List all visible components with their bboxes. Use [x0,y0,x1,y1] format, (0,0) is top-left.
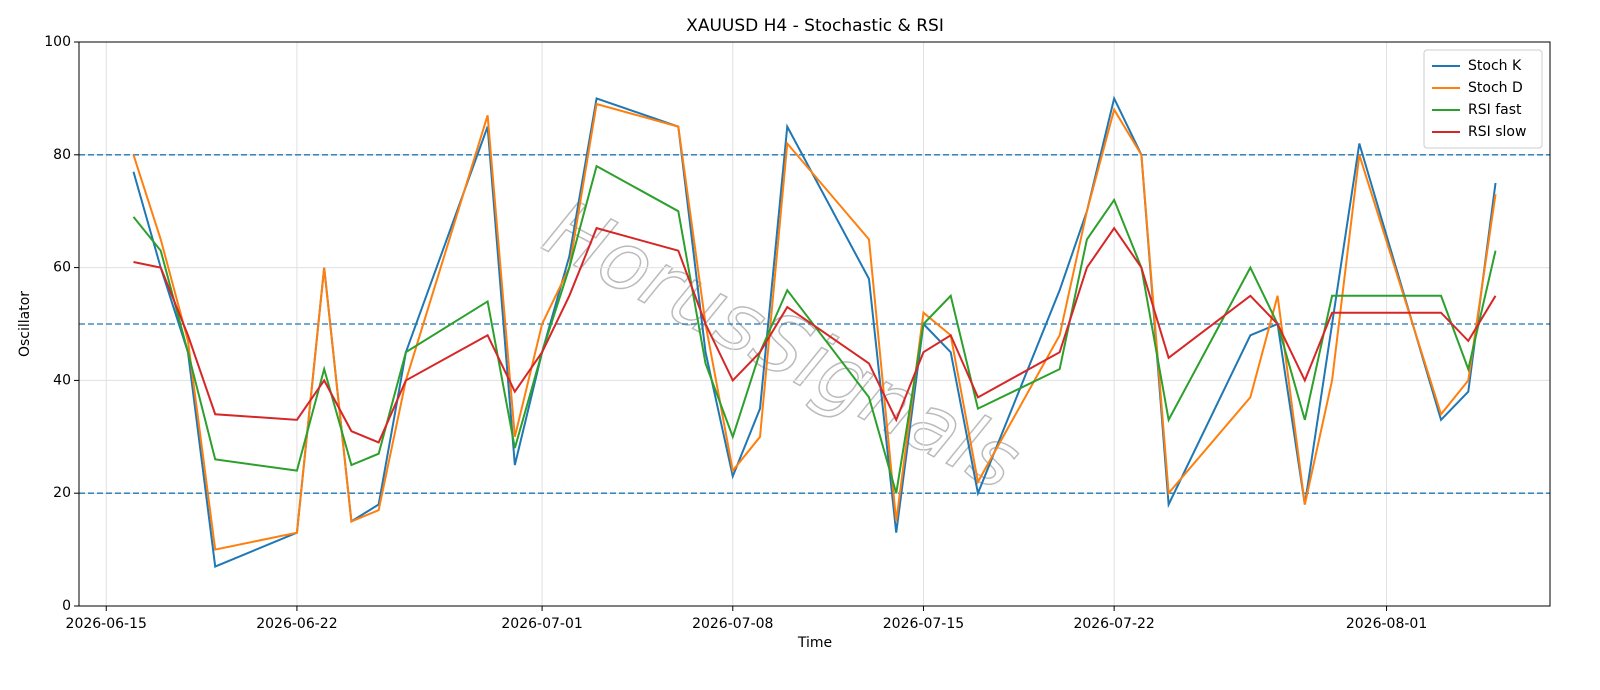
series-line [133,226,1497,444]
legend-box [1423,49,1543,149]
x-tick-label: 2026-08-01 [1346,616,1427,632]
legend-label: RSI slow [1468,124,1526,140]
y-tick-label: 80 [53,147,71,163]
x-axis-label: Time [797,635,832,651]
x-tick-label: 2026-06-22 [256,616,337,632]
chart-title: XAUUSD H4 - Stochastic & RSI [686,16,944,36]
y-tick-label: 60 [53,260,71,276]
x-tick-label: 2026-06-15 [66,616,147,632]
x-tick-label: 2026-07-01 [501,616,582,632]
y-tick-label: 20 [53,485,71,501]
y-tick-label: 100 [44,34,71,50]
plot-frame [78,41,1551,607]
x-tick-label: 2026-07-22 [1073,616,1154,632]
x-tick-label: 2026-07-15 [883,616,964,632]
legend-label: Stoch K [1468,58,1522,74]
y-tick-label: 40 [53,372,71,388]
legend-label: RSI fast [1468,102,1522,118]
y-axis-label: Oscillator [17,291,33,357]
legend-label: Stoch D [1468,80,1523,96]
y-tick-label: 0 [62,598,71,614]
x-tick-label: 2026-07-08 [692,616,773,632]
series-line [132,102,1497,551]
